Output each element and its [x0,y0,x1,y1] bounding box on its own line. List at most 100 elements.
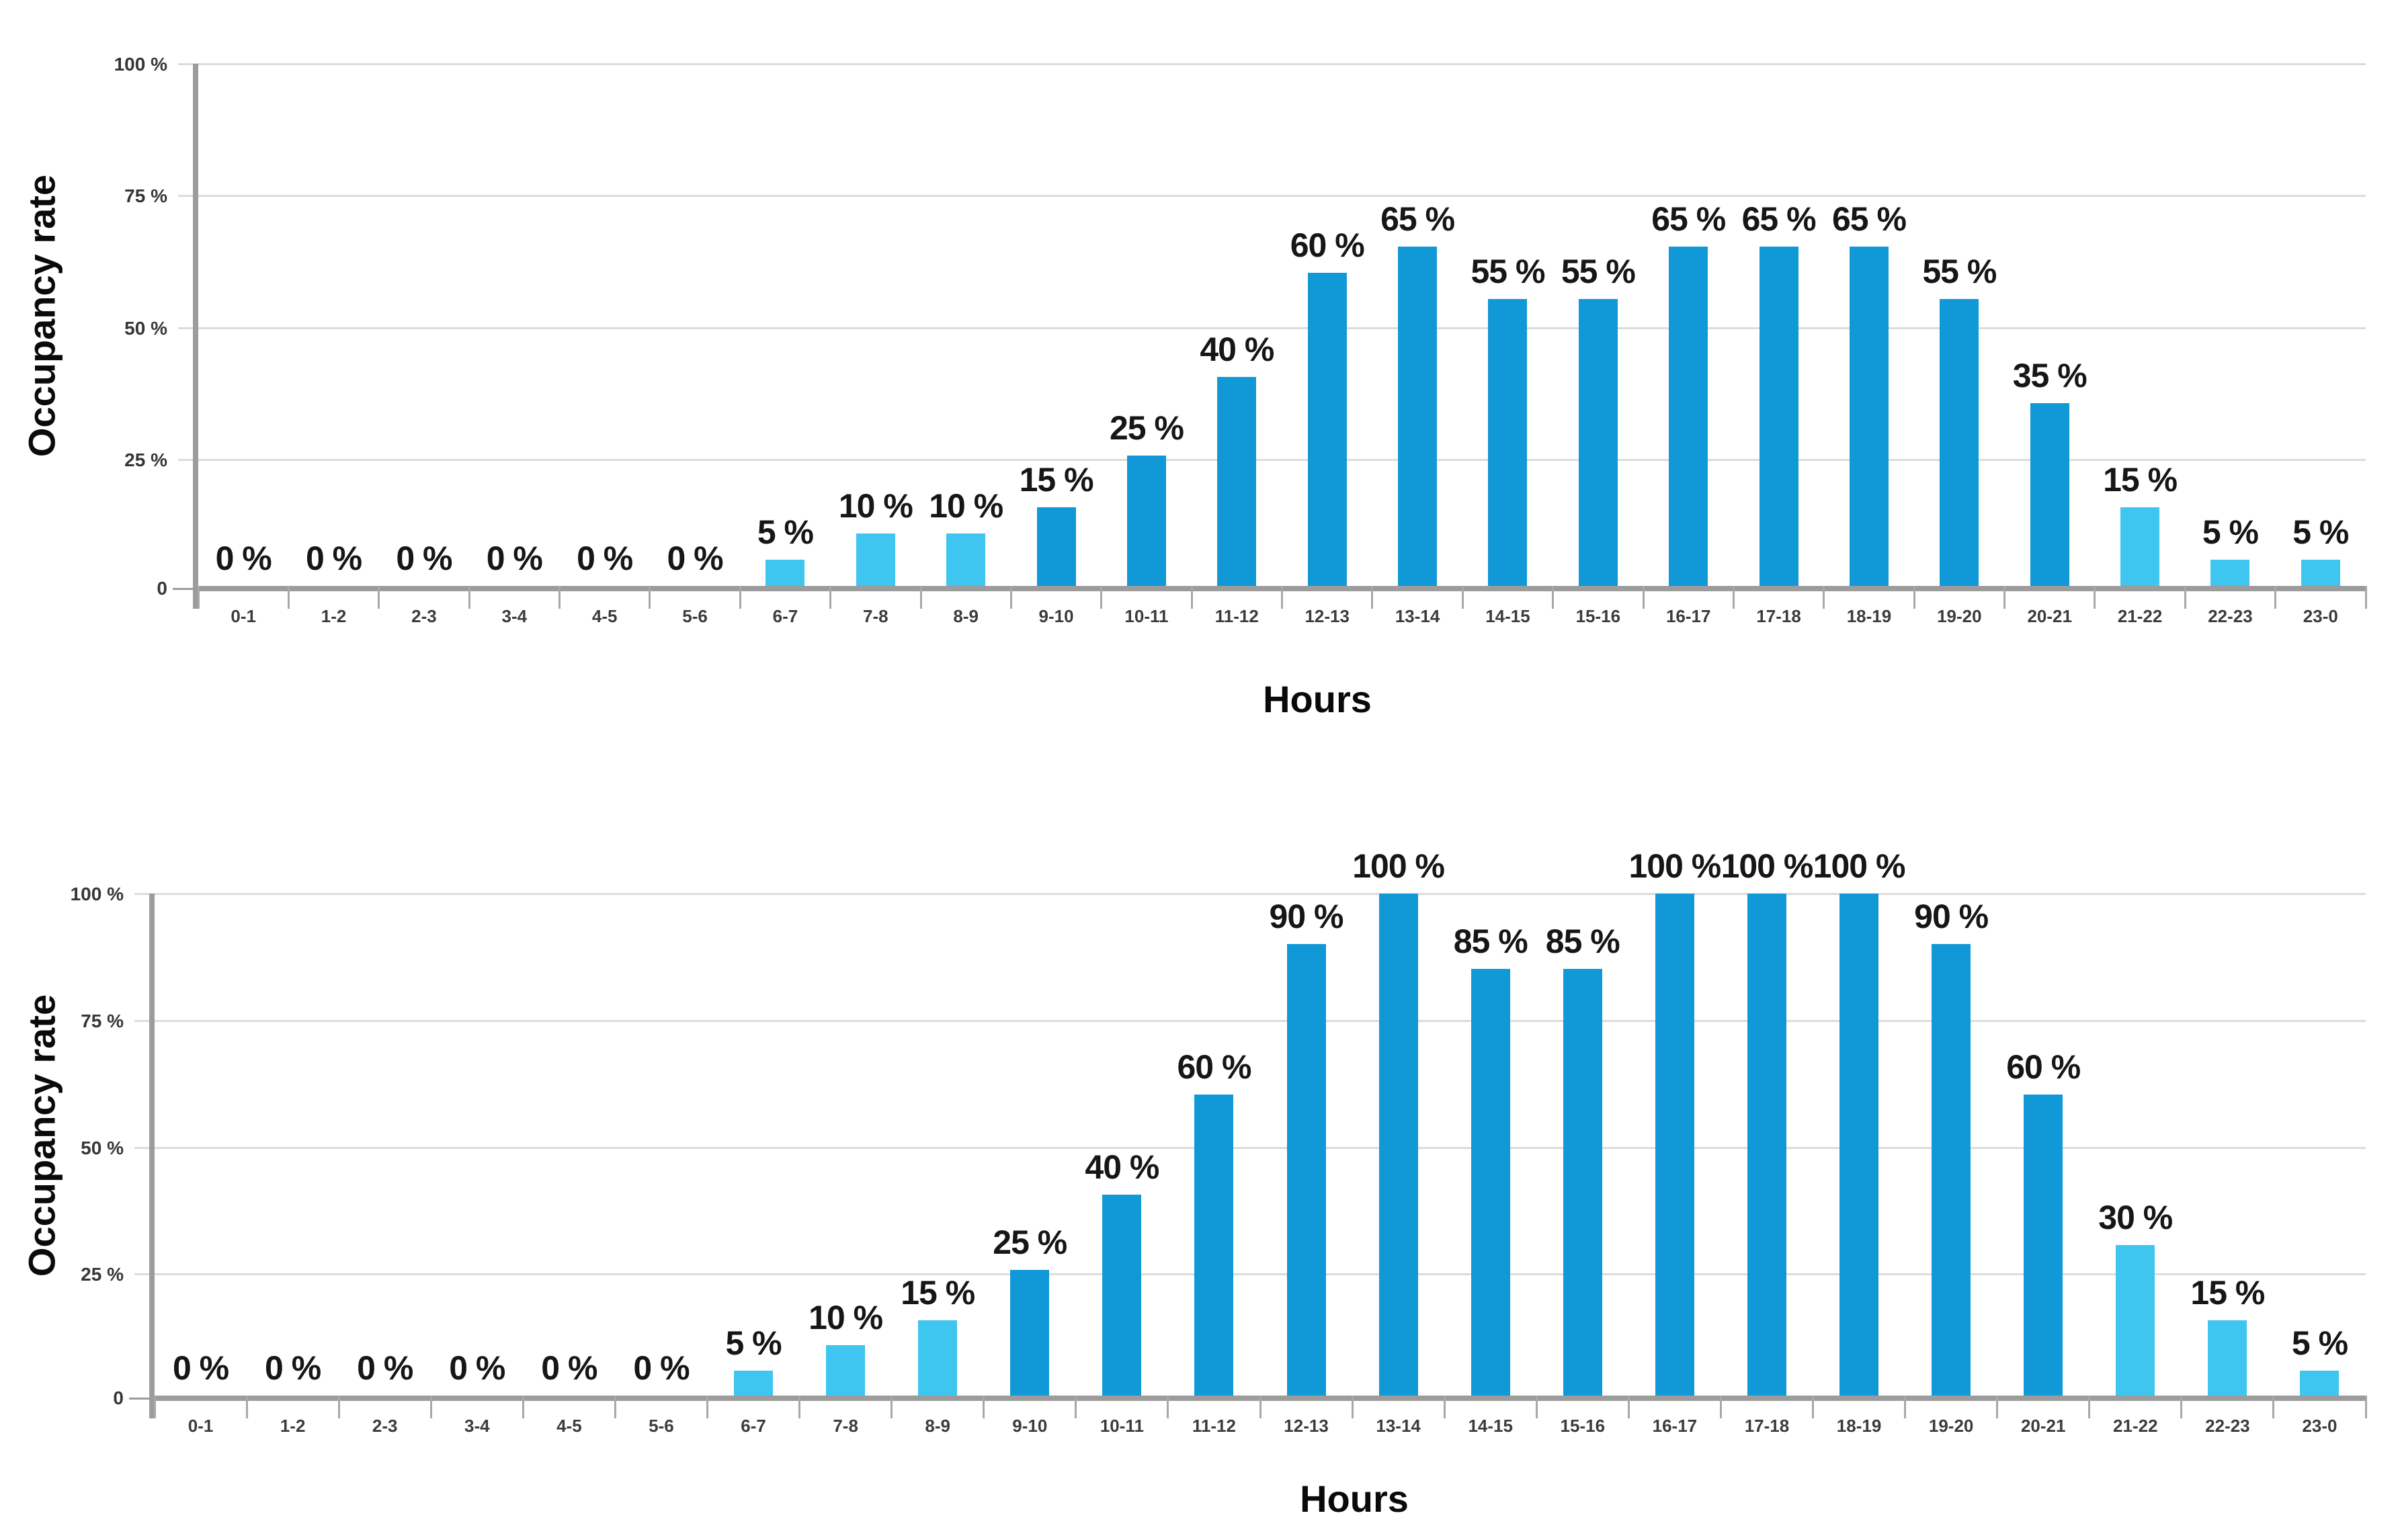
axis-tick [2274,586,2277,609]
axis-tick [919,586,922,609]
bar [1286,943,1326,1396]
bar-value-label: 25 % [1109,409,1184,447]
x-tick-label: 14-15 [1485,606,1530,626]
bar-value-label: 0 % [486,540,543,577]
x-tick-label: 3-4 [464,1416,490,1436]
axis-tick [739,586,741,609]
plot-area: 100 % 75 % 50 % 25 % 0 0 % 0-1 0 % 1-2 0 % 2-3 0 % 3… [114,54,2367,626]
x-tick-label: 18-19 [1836,1416,1882,1436]
axis-tick [1281,586,1283,609]
axis-tick [1812,1396,1814,1418]
x-axis-line [149,1396,2366,1401]
bar [1194,1094,1234,1396]
x-axis-line [193,586,2366,591]
bar [1471,969,1510,1396]
bar [1010,1270,1050,1396]
x-tick-label: 5-6 [682,606,708,626]
gridline [178,327,2366,329]
axis-tick [1443,1396,1446,1418]
bar [1747,894,1786,1396]
axis-tick [1259,1396,1261,1418]
bar-value-label: 85 % [1453,923,1528,961]
x-tick-label: 10-11 [1100,1416,1144,1436]
bar-value-label: 30 % [2098,1198,2173,1236]
zero-tick [129,1398,149,1400]
x-tick-label: 22-23 [2208,606,2253,626]
bar [856,533,895,586]
bar [734,1370,774,1396]
bar-value-label: 0 % [357,1349,413,1387]
x-tick-label: 16-17 [1665,606,1711,626]
gridline [134,893,2366,895]
x-tick-label: 1-2 [280,1416,306,1436]
x-tick-label: 0-1 [231,606,256,626]
bar-value-label: 0 % [172,1349,229,1387]
y-tick-label: 50 % [81,1137,124,1158]
bar [1759,246,1798,586]
bar-value-label: 55 % [1561,252,1636,290]
bar-value-label: 0 % [633,1349,690,1387]
bar-value-label: 5 % [725,1324,782,1362]
bar [2301,560,2340,586]
bar-value-label: 0 % [215,540,272,577]
axis-tick [891,1396,893,1418]
y-axis-title: Occupancy rate [20,174,63,458]
x-tick-label: 15-16 [1560,1416,1606,1436]
x-tick-label: 23-0 [2302,1416,2337,1436]
axis-tick [1913,586,1915,609]
x-tick-label: 1-2 [321,606,347,626]
bar-value-label: 60 % [2006,1047,2081,1086]
axis-tick [2184,586,2186,609]
x-tick-label: 15-16 [1575,606,1621,626]
bar-value-label: 25 % [993,1224,1067,1262]
bar-value-label: 5 % [2291,1324,2348,1362]
bar-value-label: 65 % [1651,200,1726,238]
x-tick-label: 21-22 [2113,1416,2158,1436]
axis-tick [1167,1396,1169,1418]
bar-value-label: 15 % [2103,461,2178,499]
bar-value-label: 100 % [1352,847,1445,885]
bar [1932,943,1971,1396]
bar-value-label: 0 % [667,540,723,577]
y-tick-label: 100 % [114,54,167,75]
bar [1849,246,1889,586]
axis-tick [522,1396,524,1418]
x-tick-label: 17-18 [1744,1416,1790,1436]
bar [2024,1094,2063,1396]
bar [1126,455,1166,586]
y-axis-title: Occupancy rate [20,994,63,1277]
bar-value-label: 85 % [1545,923,1620,961]
axis-tick [1190,586,1193,609]
bar-value-label: 90 % [1914,897,1989,935]
axis-tick [614,1396,616,1418]
axis-tick [197,586,200,609]
bar-value-label: 0 % [577,540,633,577]
bar-value-label: 55 % [1922,252,1997,290]
x-tick-label: 17-18 [1756,606,1801,626]
x-tick-label: 8-9 [953,606,979,626]
axis-tick [468,586,470,609]
gridline [178,458,2366,461]
x-tick-label: 3-4 [501,606,528,626]
x-tick-label: 12-13 [1284,1416,1329,1436]
bar [1563,969,1602,1396]
axis-tick [2272,1396,2275,1418]
bar-value-label: 10 % [929,487,1003,525]
x-tick-label: 14-15 [1468,1416,1513,1436]
axis-tick [429,1396,432,1418]
gridline [134,1273,2366,1276]
bar [1669,246,1708,586]
y-tick-label: 25 % [81,1264,124,1285]
bar-value-label: 0 % [541,1349,597,1387]
y-tick-label: 75 % [124,185,167,207]
x-tick-label: 9-10 [1038,606,1074,626]
y-tick-label: 100 % [70,884,124,904]
plot-area: 100 % 75 % 50 % 25 % 0 0 % 0-1 0 % 1-2 0 % 2-3 0 % 3… [71,847,2367,1436]
x-axis-title: Hours [1263,678,1372,720]
bar [1307,272,1347,586]
x-axis-title: Hours [1300,1478,1409,1520]
y-axis-line [149,894,155,1418]
x-tick-label: 6-7 [772,606,798,626]
bar-value-label: 15 % [1019,461,1094,499]
